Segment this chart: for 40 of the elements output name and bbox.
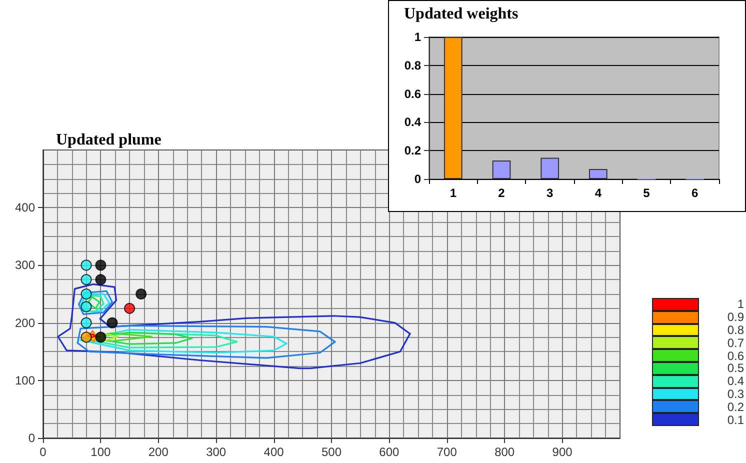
chart-title: Updated weights: [404, 6, 518, 22]
y-tick-label: 0.8: [404, 58, 422, 72]
x-tick-label: 6: [691, 186, 698, 200]
color-bar-label: 0.7: [727, 336, 744, 350]
color-bar-label: 0.5: [727, 361, 744, 376]
y-tick-label: 100: [14, 373, 36, 388]
x-tick-label: 1: [450, 186, 457, 200]
x-tick-label: 500: [321, 445, 342, 459]
y-tick-label: 0: [28, 431, 36, 445]
color-bar-label: 0.1: [727, 412, 744, 427]
color-bar-label: 0.2: [727, 400, 744, 414]
x-tick-label: 400: [264, 445, 284, 459]
y-tick-label: 1: [414, 30, 422, 44]
x-tick-label: 2: [498, 186, 506, 200]
x-tick-label: 700: [436, 445, 458, 459]
color-bar-label: 0.4: [727, 374, 744, 388]
chart-title: Updated plume: [56, 132, 162, 148]
y-tick-label: 0.4: [404, 115, 422, 130]
y-tick-label: 400: [14, 200, 36, 215]
x-tick-label: 3: [546, 186, 554, 200]
x-tick-label: 800: [494, 445, 515, 459]
y-tick-label: 0.2: [404, 144, 422, 158]
x-tick-label: 200: [148, 445, 169, 459]
x-tick-label: 4: [594, 186, 602, 200]
x-tick-label: 5: [643, 186, 650, 200]
color-bar-label: 0.8: [727, 323, 744, 337]
color-bar-label: 0.6: [727, 348, 744, 363]
color-bar-label: 0.3: [727, 387, 744, 401]
y-tick-label: 0: [414, 172, 422, 186]
y-tick-label: 200: [14, 316, 36, 330]
x-tick-label: 900: [552, 445, 573, 459]
x-tick-label: 0: [40, 445, 47, 459]
y-tick-label: 0.6: [404, 86, 422, 101]
x-tick-label: 100: [90, 445, 112, 459]
y-tick-label: 300: [14, 258, 36, 272]
color-scale: 0.1 0.2 0.3 0.4 0.5 0.6 0.7 0.8 0.9 1: [652, 290, 744, 434]
color-bar-label: 1: [737, 297, 744, 312]
x-tick-label: 300: [206, 445, 226, 459]
color-bar-label: 0.9: [727, 310, 744, 324]
x-tick-label: 600: [379, 445, 400, 459]
